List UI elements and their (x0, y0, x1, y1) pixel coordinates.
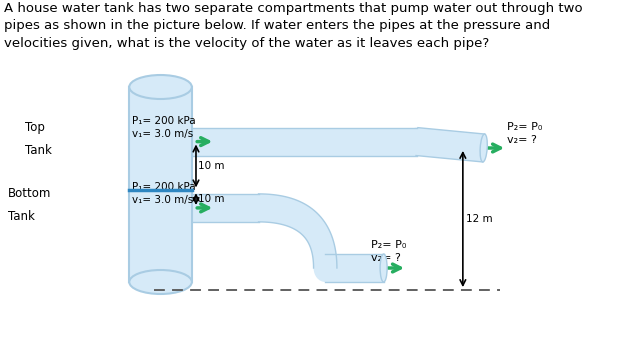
Text: 10 m: 10 m (199, 194, 225, 204)
Text: P₁= 200 kPa: P₁= 200 kPa (132, 182, 196, 192)
Ellipse shape (129, 270, 192, 294)
Text: v₁= 3.0 m/s: v₁= 3.0 m/s (132, 195, 193, 205)
Text: 10 m: 10 m (199, 161, 225, 171)
Polygon shape (192, 128, 417, 156)
Polygon shape (192, 194, 259, 222)
Ellipse shape (380, 254, 387, 282)
Text: v₂= ?: v₂= ? (371, 253, 401, 263)
Ellipse shape (480, 134, 487, 162)
Polygon shape (259, 194, 337, 268)
Text: v₁= 3.0 m/s: v₁= 3.0 m/s (132, 128, 193, 139)
Circle shape (314, 254, 337, 282)
Text: A house water tank has two separate compartments that pump water out through two: A house water tank has two separate comp… (4, 2, 583, 50)
Text: P₁= 200 kPa: P₁= 200 kPa (132, 116, 196, 126)
Circle shape (247, 194, 271, 222)
FancyBboxPatch shape (129, 87, 192, 282)
Text: Top: Top (25, 121, 45, 134)
Text: Tank: Tank (25, 144, 52, 156)
Text: P₂= P₀: P₂= P₀ (507, 122, 542, 132)
Text: v₂= ?: v₂= ? (507, 135, 537, 145)
Text: P₂= P₀: P₂= P₀ (371, 240, 407, 250)
Ellipse shape (129, 75, 192, 99)
Text: Bottom: Bottom (8, 187, 52, 200)
Polygon shape (325, 254, 384, 282)
Text: Tank: Tank (8, 210, 35, 223)
Circle shape (405, 128, 429, 156)
Text: 12 m: 12 m (466, 214, 493, 224)
Polygon shape (416, 128, 485, 162)
